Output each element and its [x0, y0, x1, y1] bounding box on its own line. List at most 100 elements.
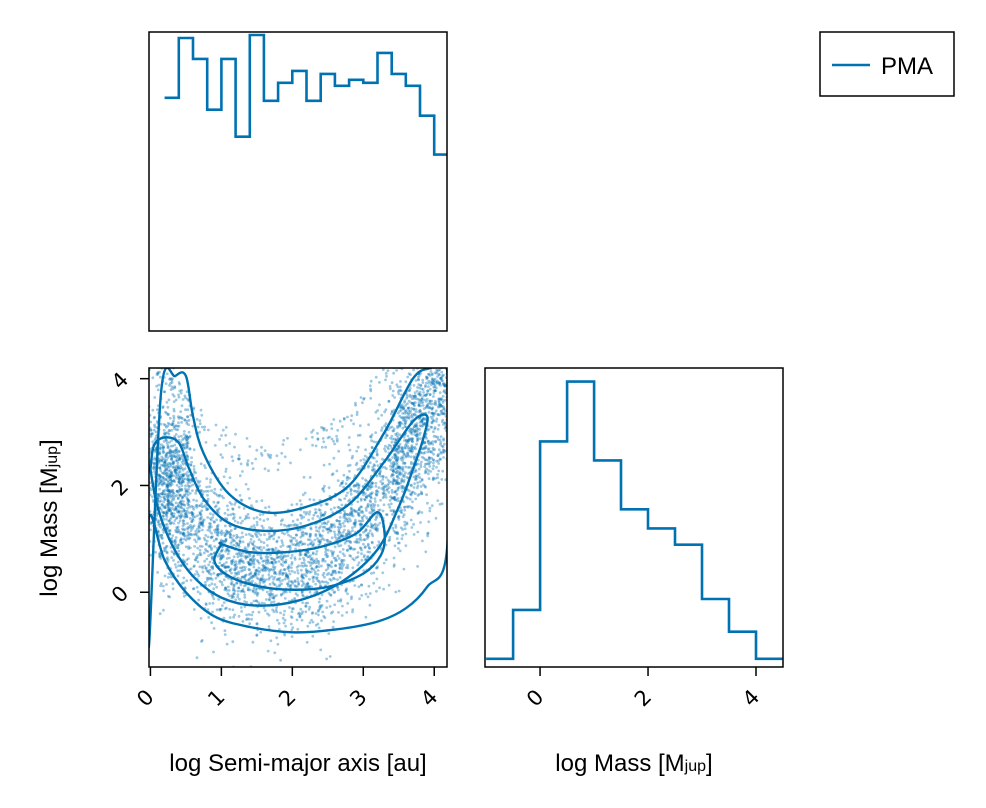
scatter-point	[334, 557, 337, 560]
scatter-point	[349, 419, 353, 422]
scatter-point	[192, 533, 196, 536]
scatter-point	[299, 535, 303, 539]
scatter-point	[264, 578, 268, 581]
scatter-point	[425, 393, 428, 397]
scatter-point	[333, 533, 337, 536]
scatter-point	[300, 575, 304, 579]
scatter-point	[336, 578, 339, 581]
scatter-point	[331, 610, 334, 614]
scatter-point	[210, 555, 214, 559]
scatter-point	[425, 397, 429, 401]
scatter-point	[245, 618, 248, 621]
scatter-point	[372, 505, 376, 509]
scatter-point	[179, 501, 183, 504]
scatter-point	[345, 519, 349, 523]
scatter-point	[370, 541, 374, 545]
scatter-point	[315, 565, 319, 568]
scatter-point	[272, 577, 275, 581]
scatter-point	[311, 620, 315, 624]
scatter-point	[413, 425, 416, 428]
scatter-point	[173, 563, 177, 566]
scatter-point	[330, 437, 334, 441]
scatter-point	[322, 489, 326, 493]
scatter-point	[183, 515, 187, 519]
scatter-point	[190, 511, 194, 515]
scatter-point	[169, 478, 173, 482]
scatter-point	[357, 513, 360, 517]
scatter-point	[182, 474, 185, 477]
scatter-point	[166, 499, 170, 503]
scatter-point	[309, 557, 313, 560]
scatter-point	[220, 581, 224, 584]
scatter-point	[255, 448, 259, 452]
scatter-point	[401, 467, 405, 471]
scatter-point	[201, 570, 205, 574]
scatter-point	[197, 598, 201, 602]
scatter-point	[403, 527, 407, 531]
scatter-point	[276, 468, 280, 472]
scatter-point	[302, 582, 306, 586]
scatter-point	[321, 610, 325, 614]
scatter-point	[298, 557, 302, 561]
scatter-point	[405, 476, 409, 479]
scatter-point	[409, 414, 413, 418]
scatter-point	[200, 413, 204, 417]
scatter-point	[425, 375, 429, 379]
scatter-point	[278, 628, 281, 631]
scatter-point	[210, 489, 213, 493]
scatter-point	[297, 611, 301, 615]
scatter-point	[310, 558, 313, 562]
scatter-point	[174, 448, 178, 452]
scatter-point	[204, 489, 208, 493]
scatter-point	[320, 426, 323, 429]
scatter-point	[386, 369, 390, 372]
scatter-point	[423, 465, 427, 468]
scatter-point	[172, 407, 176, 411]
scatter-point	[176, 544, 180, 547]
scatter-point	[238, 566, 242, 570]
scatter-point	[422, 422, 425, 426]
scatter-point	[432, 359, 435, 362]
scatter-point	[394, 432, 397, 436]
scatter-point	[321, 529, 325, 533]
scatter-point	[400, 511, 404, 515]
scatter-point	[230, 540, 234, 543]
scatter-point	[165, 518, 168, 521]
scatter-point	[406, 412, 410, 415]
scatter-point	[355, 449, 359, 453]
scatter-point	[343, 554, 346, 558]
scatter-point	[429, 425, 433, 429]
scatter-point	[162, 440, 166, 443]
scatter-point	[180, 487, 184, 491]
scatter-point	[209, 544, 212, 547]
scatter-point	[305, 532, 309, 536]
joint-x-tick-label: 4	[416, 685, 442, 711]
scatter-point	[436, 476, 440, 479]
scatter-point	[284, 554, 288, 558]
scatter-point	[170, 521, 174, 524]
scatter-point	[352, 422, 355, 426]
scatter-point	[169, 377, 173, 381]
scatter-point	[169, 449, 172, 453]
scatter-point	[405, 439, 408, 443]
scatter-point	[409, 460, 413, 464]
scatter-point	[159, 463, 163, 467]
scatter-point	[401, 457, 405, 460]
scatter-point	[401, 455, 405, 458]
scatter-point	[443, 309, 446, 312]
scatter-point	[375, 493, 378, 497]
scatter-point	[192, 470, 196, 474]
scatter-point	[381, 475, 385, 479]
scatter-point	[397, 514, 401, 518]
scatter-point	[382, 489, 386, 493]
scatter-point	[180, 460, 184, 464]
scatter-point	[420, 460, 423, 464]
scatter-point	[381, 368, 385, 371]
scatter-point	[390, 462, 393, 465]
scatter-point	[444, 356, 447, 359]
scatter-point	[210, 621, 214, 625]
scatter-point	[396, 466, 400, 469]
scatter-point	[426, 448, 430, 451]
scatter-point	[356, 551, 360, 554]
scatter-point	[235, 542, 239, 546]
